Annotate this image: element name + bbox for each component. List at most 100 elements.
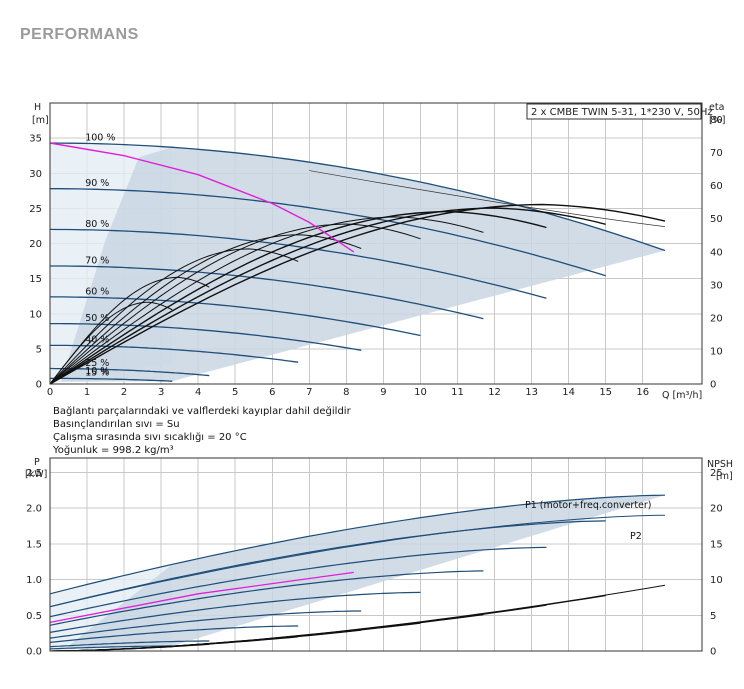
speed-label: 80 %	[85, 219, 109, 230]
p1-curve	[49, 625, 299, 643]
p2-series-label: P2	[630, 531, 642, 542]
npsh-tick-label: 15	[710, 539, 723, 550]
p1-curve	[49, 570, 484, 626]
h-axis-unit: [m]	[32, 115, 49, 126]
eta-axis-label: eta	[709, 102, 724, 113]
eta-curve	[49, 248, 299, 385]
system-curve	[309, 170, 665, 227]
x-tick-label: 0	[47, 387, 53, 398]
npsh-axis-label: NPSH	[707, 459, 733, 470]
eta-tick-label: 0	[710, 380, 716, 391]
npsh-tick-label: 10	[710, 575, 723, 586]
speed-label: 25 %	[85, 358, 109, 369]
p-tick-label: 0.5	[26, 611, 42, 622]
x-tick-label: 4	[195, 387, 201, 398]
p-tick-label: 2.0	[26, 504, 42, 515]
p-tick-label: 2.5	[26, 468, 42, 479]
eta-tick-label: 70	[710, 148, 723, 159]
p1-curve	[49, 645, 173, 650]
x-tick-label: 14	[562, 387, 575, 398]
eta-curve	[49, 216, 484, 385]
eta-curve	[49, 223, 421, 385]
speed-label: 15 %	[85, 368, 109, 379]
eta-axis-unit: [%]	[709, 115, 725, 126]
eta-curve	[49, 210, 547, 385]
y-tick-label: 35	[29, 134, 42, 145]
speed-label: 90 %	[85, 178, 109, 189]
npsh-tick-label: 0	[710, 647, 716, 658]
page-title: PERFORMANS	[20, 26, 139, 43]
head-flow-chart: 2 x CMBE TWIN 5-31, 1*230 V, 50Hz H [m] …	[29, 102, 725, 401]
pump-curve-60	[50, 296, 421, 337]
pump-curve-100	[49, 142, 666, 252]
x-tick-label: 3	[158, 387, 164, 398]
x-tick-label: 15	[599, 387, 612, 398]
eta-tick-label: 80	[710, 115, 723, 126]
x-tick-label: 16	[636, 387, 649, 398]
x-tick-label: 6	[269, 387, 275, 398]
eta-curve	[49, 234, 362, 385]
x-tick-label: 1	[84, 387, 90, 398]
note-line: Bağlantı parçalarındaki ve valflerdeki k…	[53, 405, 352, 417]
speed-label: 40 %	[85, 335, 109, 346]
p1-curve	[49, 610, 362, 639]
eta-tick-label: 50	[710, 214, 723, 225]
bep-power-curve	[49, 571, 354, 624]
y-tick-label: 30	[29, 169, 42, 180]
bep-curve	[49, 142, 355, 253]
power-chart: P [kW] NPSH [m] P1 (motor+freq.converter…	[25, 457, 733, 658]
npsh-tick-label: 25	[710, 468, 723, 479]
y-tick-label: 5	[36, 344, 42, 355]
p1-curve	[49, 640, 210, 648]
p1-curve	[49, 546, 547, 618]
p2-curve	[49, 514, 666, 608]
x-tick-label: 13	[525, 387, 538, 398]
conditions-notes: Bağlantı parçalarındaki ve valflerdeki k…	[52, 405, 352, 456]
y-tick-label: 25	[29, 204, 42, 215]
p1-curve	[49, 520, 606, 608]
pump-curve-90	[50, 188, 606, 277]
x-tick-label: 12	[488, 387, 501, 398]
chart-title: 2 x CMBE TWIN 5-31, 1*230 V, 50Hz	[531, 107, 713, 118]
chart-title-box	[526, 103, 702, 120]
p1-series-label: P1 (motor+freq.converter)	[525, 500, 652, 511]
x-tick-label: 9	[380, 387, 386, 398]
x-tick-label: 2	[121, 387, 127, 398]
y-tick-label: 20	[29, 239, 42, 250]
eta-tick-label: 10	[710, 346, 723, 357]
y-tick-label: 0	[36, 380, 42, 391]
speed-label: 50 %	[85, 313, 109, 324]
speed-label: 100 %	[85, 132, 115, 143]
h-axis-label: H	[34, 102, 41, 113]
x-tick-label: 7	[306, 387, 312, 398]
p-axis-unit: [kW]	[25, 469, 47, 480]
note-line: Basınçlandırılan sıvı = Su	[53, 419, 180, 430]
p1-curve	[49, 591, 421, 633]
eta-curve	[49, 301, 173, 385]
eta-tick-label: 20	[710, 313, 723, 324]
p-axis-label: P	[34, 457, 40, 468]
x-tick-label: 5	[232, 387, 238, 398]
pump-curve-80	[49, 228, 547, 299]
note-line: Yoğunluk = 998.2 kg/m³	[52, 444, 174, 456]
eta-curve	[49, 203, 666, 385]
y-tick-label: 10	[29, 309, 42, 320]
y-tick-label: 15	[29, 274, 42, 285]
p-tick-label: 1.5	[26, 539, 42, 550]
head-chart-frame	[49, 102, 703, 385]
operating-range-envelope	[61, 147, 666, 382]
npsh-tick-label: 5	[710, 611, 716, 622]
x-tick-label: 10	[414, 387, 427, 398]
eta-tick-label: 40	[710, 247, 723, 258]
power-chart-frame	[49, 457, 703, 652]
q-axis-unit: Q [m³/h]	[662, 390, 702, 401]
x-tick-label: 8	[343, 387, 349, 398]
eta-tick-label: 30	[710, 280, 723, 291]
x-tick-label: 11	[451, 387, 464, 398]
p-tick-label: 0.0	[26, 647, 42, 658]
pump-curve-15	[50, 377, 173, 382]
pump-curve-70	[50, 265, 484, 320]
npsh-tick-label: 20	[710, 504, 723, 515]
p1-curve	[49, 494, 666, 595]
